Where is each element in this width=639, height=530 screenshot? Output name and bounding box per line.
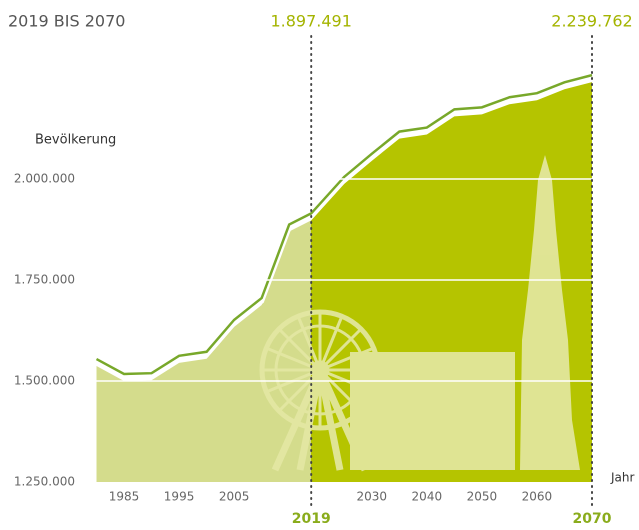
x-tick-label: 1995 bbox=[164, 490, 195, 504]
x-tick-label: 2005 bbox=[219, 490, 250, 504]
x-tick-label: 1985 bbox=[109, 490, 140, 504]
y-axis-label: Bevölkerung bbox=[35, 133, 116, 148]
x-tick-label: 2050 bbox=[467, 490, 498, 504]
chart-title: 2019 BIS 2070 bbox=[8, 12, 125, 31]
x-tick-label: 2030 bbox=[357, 490, 388, 504]
marker-year: 2019 bbox=[292, 511, 331, 527]
y-tick-label: 1.500.000 bbox=[14, 374, 75, 388]
line bbox=[95, 73, 593, 376]
marker-value: 2.239.762 bbox=[551, 12, 632, 31]
x-tick-label: 2040 bbox=[412, 490, 443, 504]
y-tick-label: 1.750.000 bbox=[14, 273, 75, 287]
y-tick-label: 2.000.000 bbox=[14, 172, 75, 186]
x-tick-label: 2060 bbox=[522, 490, 553, 504]
y-tick-label: 1.250.000 bbox=[14, 475, 75, 489]
landmarks bbox=[259, 155, 580, 472]
labels: 1.250.000 1.500.000 1.750.000 2.000.000 1985… bbox=[8, 12, 634, 528]
marker-year: 2070 bbox=[573, 511, 612, 527]
marker-value: 1.897.491 bbox=[270, 12, 351, 31]
x-axis-label: Jahr bbox=[610, 471, 634, 485]
line-gap bbox=[95, 75, 593, 380]
